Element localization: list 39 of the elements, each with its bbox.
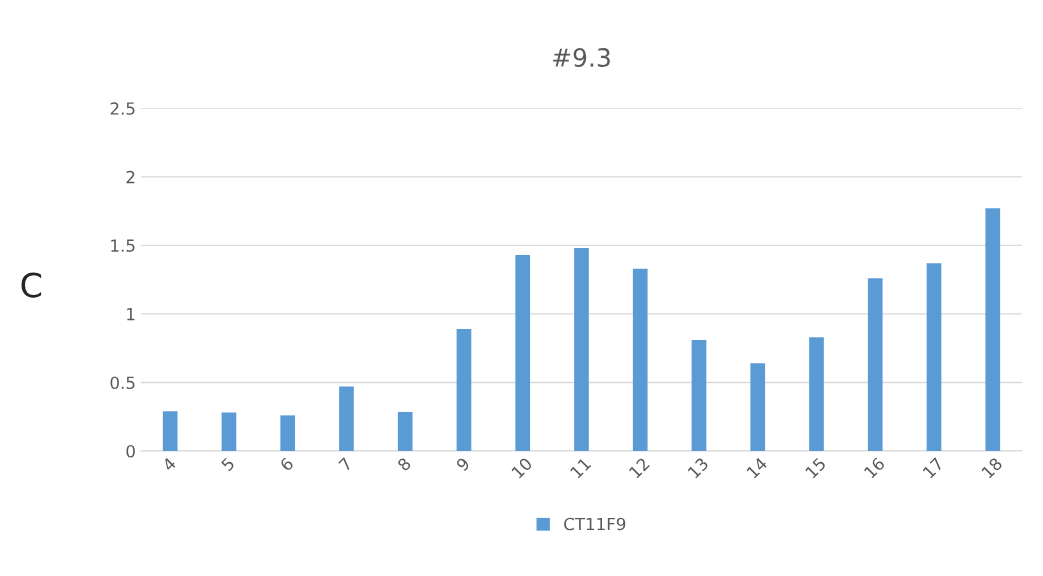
x-tick-label: 17	[922, 457, 944, 479]
bar	[985, 208, 1001, 452]
x-tick-label: 13	[687, 457, 709, 479]
bar	[809, 337, 824, 452]
x-tick-label: 4	[161, 456, 177, 472]
y-tick-label: 0.5	[110, 376, 135, 390]
chart-title: #9.3	[553, 48, 610, 67]
x-tick-label: 16	[863, 456, 886, 479]
bar	[339, 386, 354, 452]
x-tick-label: 8	[396, 456, 412, 472]
x-tick-label: 10	[511, 456, 533, 479]
bar	[221, 412, 237, 452]
x-tick-label: 7	[338, 457, 353, 472]
bar	[280, 415, 296, 452]
bar	[926, 263, 942, 452]
legend-label: CT11F9	[564, 517, 626, 531]
y-tick-label: 1	[127, 308, 135, 321]
x-tick-label: 11	[569, 457, 592, 479]
x-tick-label: 15	[804, 457, 827, 479]
bar	[456, 329, 472, 452]
x-tick-label: 12	[628, 457, 650, 479]
bar	[574, 248, 589, 452]
bar	[397, 411, 413, 452]
x-tick-label: 5	[220, 457, 236, 472]
bar	[515, 254, 531, 452]
bar	[867, 278, 883, 452]
bar	[632, 268, 648, 452]
text: C	[21, 272, 42, 298]
y-tick-label: 2.5	[110, 102, 135, 115]
bar	[691, 339, 707, 452]
bar	[162, 411, 178, 452]
bar	[750, 363, 766, 452]
x-tick-label: 14	[746, 456, 768, 479]
y-tick-label: 0	[126, 444, 135, 458]
y-tick-label: 1.5	[111, 239, 135, 252]
x-tick-label: 9	[455, 456, 471, 472]
x-tick-label: 18	[981, 456, 1003, 479]
y-tick-label: 2	[126, 170, 135, 184]
x-tick-label: 6	[279, 456, 295, 472]
